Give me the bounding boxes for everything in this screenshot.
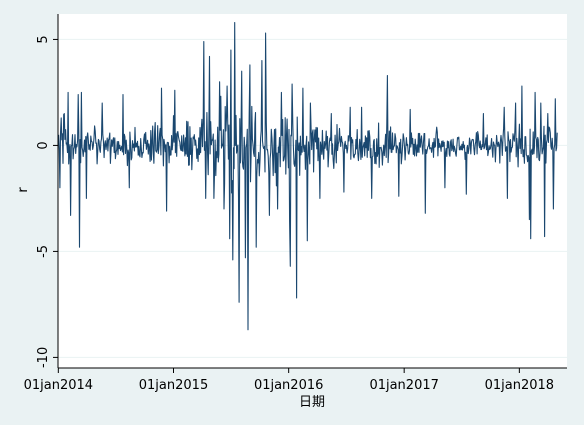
x-tick-label: 01jan2017 [369, 378, 438, 393]
x-axis-title: 日期 [299, 395, 325, 410]
x-axis-ticks: 01jan2014 01jan2015 01jan2016 01jan2017 01ja… [24, 368, 554, 393]
x-tick-label: 01jan2018 [485, 378, 554, 393]
y-tick-label: 5 [36, 35, 51, 43]
plot-area [58, 14, 567, 368]
series-group [58, 21, 558, 331]
series-line [58, 21, 558, 331]
y-tick-label: 0 [36, 141, 51, 149]
y-tick-label: -10 [36, 347, 51, 368]
y-axis-title: r [16, 187, 31, 193]
y-axis-ticks: 5 0 -5 -10 [36, 35, 58, 368]
x-tick-label: 01jan2014 [24, 378, 93, 393]
y-tick-label: -5 [36, 245, 51, 258]
x-tick-label: 01jan2015 [139, 378, 208, 393]
x-tick-label: 01jan2016 [254, 378, 323, 393]
